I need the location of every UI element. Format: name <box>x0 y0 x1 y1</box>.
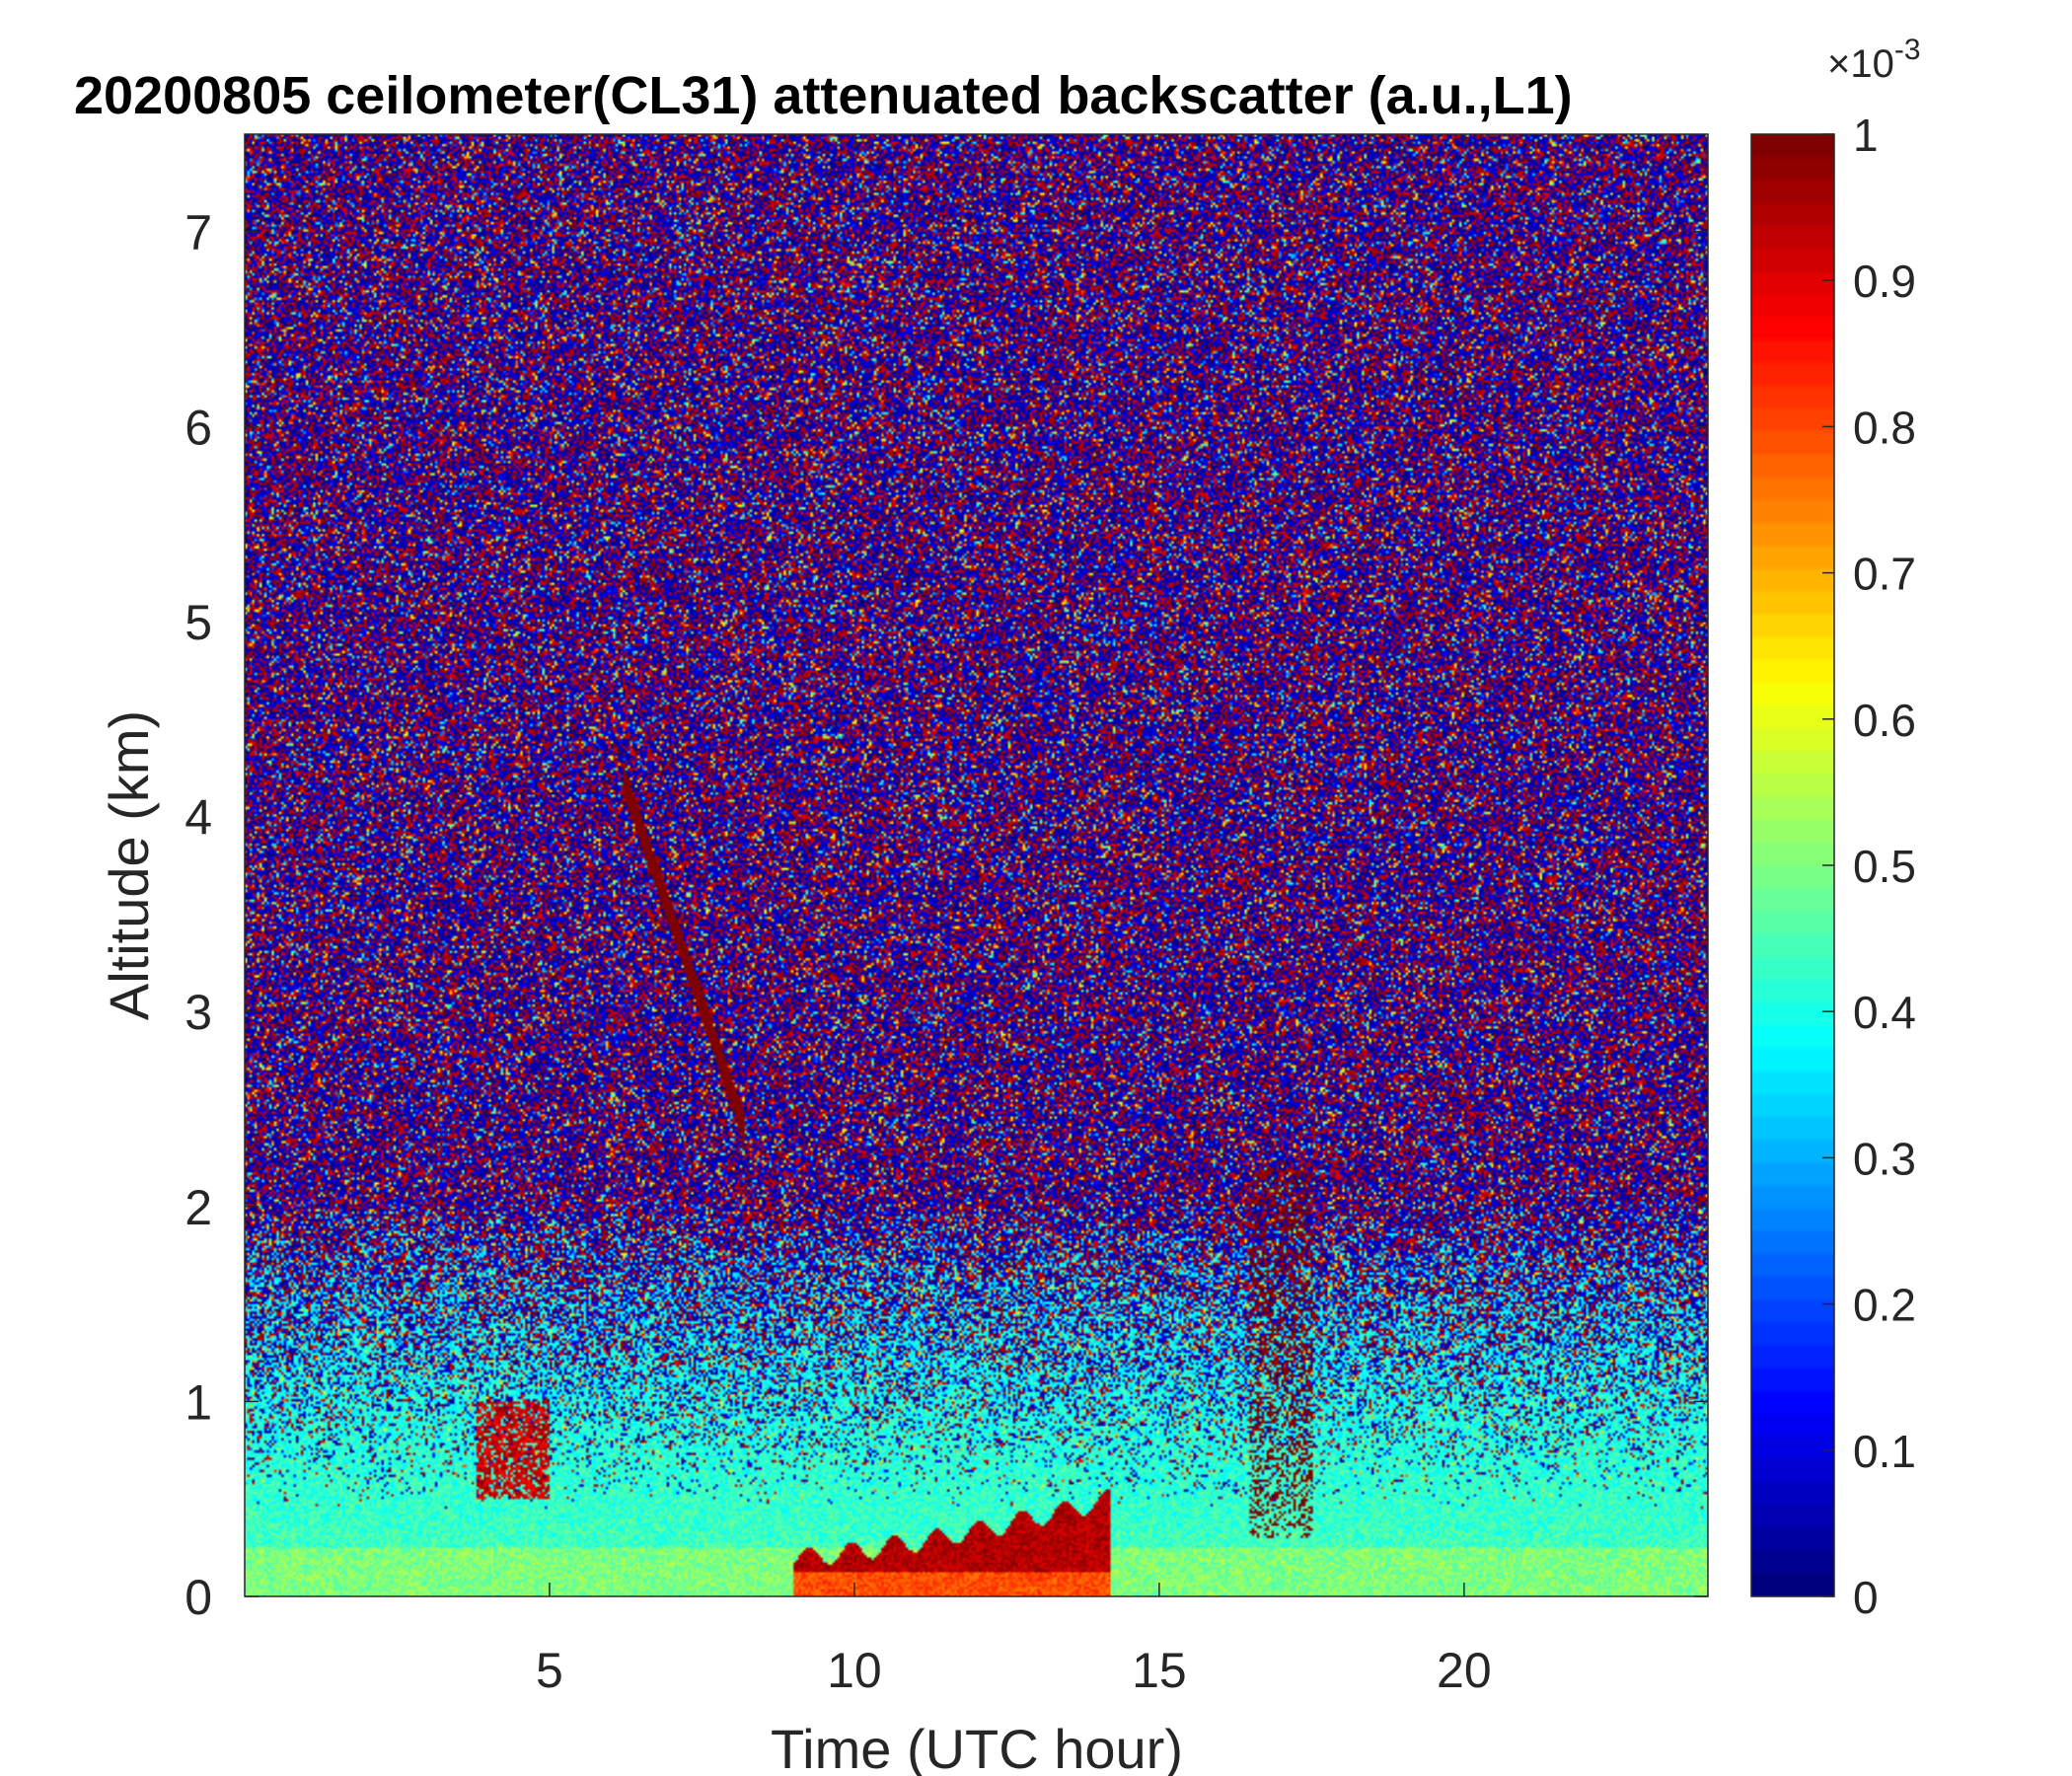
colorbar-tick-label: 0 <box>1853 1572 1879 1623</box>
x-tick-label: 15 <box>1132 1643 1187 1698</box>
colorbar: 0 0.1 0.2 0.3 0.4 0.5 0.6 0.7 0.8 0.9 1 ×10-3 <box>1750 34 1921 1623</box>
colorbar-tick-label: 0.2 <box>1853 1280 1916 1331</box>
chart-title: 20200805 ceilometer(CL31) attenuated bac… <box>74 66 1573 125</box>
colorbar-exponent-power: -3 <box>1894 34 1921 66</box>
colorbar-tick-label: 0.8 <box>1853 402 1916 453</box>
x-tick-label: 10 <box>827 1643 882 1698</box>
colorbar-exponent-base: ×10 <box>1827 42 1894 86</box>
colorbar-tick-label: 0.4 <box>1853 987 1916 1038</box>
y-tick-label: 3 <box>185 985 212 1040</box>
colorbar-gradient <box>1751 134 1834 1596</box>
backscatter-heatmap <box>245 134 1708 1596</box>
colorbar-exponent: ×10-3 <box>1827 34 1921 86</box>
colorbar-tick-label: 1 <box>1853 110 1879 161</box>
colorbar-tick-label: 0.5 <box>1853 841 1916 892</box>
x-axis-label: Time (UTC hour) <box>771 1718 1183 1776</box>
colorbar-tick-label: 0.9 <box>1853 256 1916 307</box>
plot-area <box>244 133 1709 1597</box>
y-tick-label: 1 <box>185 1374 212 1430</box>
y-axis: 0 1 2 3 4 5 6 7 <box>185 205 1708 1625</box>
y-axis-label: Altitude (km) <box>98 710 160 1020</box>
colorbar-tick-label: 0.6 <box>1853 695 1916 746</box>
y-tick-label: 6 <box>185 400 212 455</box>
x-tick-label: 20 <box>1437 1643 1492 1698</box>
y-tick-label: 5 <box>185 595 212 650</box>
colorbar-ticks: 0 0.1 0.2 0.3 0.4 0.5 0.6 0.7 0.8 0.9 1 <box>1822 110 1916 1623</box>
colorbar-tick-label: 0.3 <box>1853 1133 1916 1184</box>
colorbar-tick-label: 0.7 <box>1853 549 1916 600</box>
colorbar-tick-label: 0.1 <box>1853 1426 1916 1477</box>
y-tick-label: 4 <box>185 790 212 846</box>
plot-border <box>244 133 1709 1597</box>
y-tick-label: 7 <box>185 205 212 260</box>
y-tick-label: 2 <box>185 1180 212 1235</box>
x-tick-label: 5 <box>536 1643 563 1698</box>
x-axis: 5 10 15 20 <box>536 134 1492 1698</box>
y-tick-label: 0 <box>185 1570 212 1625</box>
